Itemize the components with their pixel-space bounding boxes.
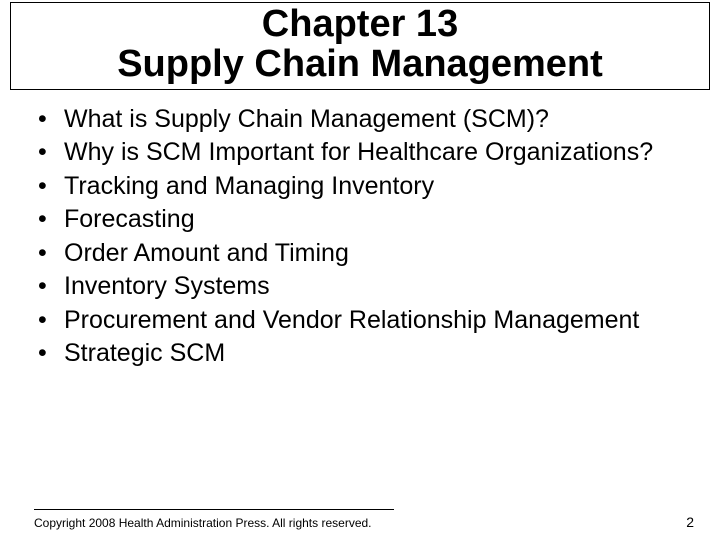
footer: Copyright 2008 Health Administration Pre…	[0, 509, 720, 530]
list-item: Procurement and Vendor Relationship Mana…	[38, 305, 702, 336]
list-item: Strategic SCM	[38, 338, 702, 369]
list-item: Tracking and Managing Inventory	[38, 171, 702, 202]
list-item: Order Amount and Timing	[38, 238, 702, 269]
page-number: 2	[686, 514, 694, 530]
title-box: Chapter 13 Supply Chain Management	[10, 2, 710, 90]
list-item: What is Supply Chain Management (SCM)?	[38, 104, 702, 135]
title-line-1: Chapter 13	[19, 5, 701, 45]
list-item: Why is SCM Important for Healthcare Orga…	[38, 137, 702, 168]
copyright-text: Copyright 2008 Health Administration Pre…	[34, 516, 372, 530]
slide: Chapter 13 Supply Chain Management What …	[0, 2, 720, 540]
bullet-list: What is Supply Chain Management (SCM)? W…	[38, 104, 702, 369]
footer-rule	[34, 509, 394, 510]
footer-row: Copyright 2008 Health Administration Pre…	[34, 514, 694, 530]
list-item: Inventory Systems	[38, 271, 702, 302]
list-item: Forecasting	[38, 204, 702, 235]
title-line-2: Supply Chain Management	[19, 45, 701, 85]
